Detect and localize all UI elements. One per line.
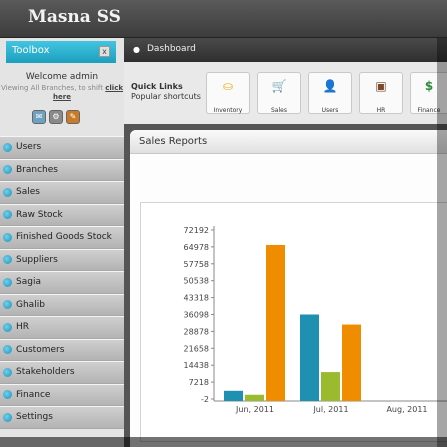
top-bar: Masna SS — [0, 0, 447, 38]
quick-links-title: Quick Links — [131, 82, 183, 91]
sidebar-item-customers[interactable]: Customers — [0, 338, 124, 361]
sidebar-item-sales[interactable]: Sales — [0, 181, 124, 204]
bullet-icon — [3, 322, 12, 332]
user-icon: 👤 — [322, 79, 338, 93]
bullet-icon — [3, 390, 12, 400]
sidebar-item-sagia[interactable]: Sagia — [0, 271, 124, 294]
tools-icon[interactable]: ✎ — [66, 110, 80, 124]
dashboard-icon: ● — [133, 45, 140, 54]
y-tick-label: 14438 — [184, 361, 209, 370]
bar — [321, 372, 340, 401]
sidebar-item-suppliers[interactable]: Suppliers — [0, 248, 124, 271]
welcome-subtext: Viewing All Branches, to shift click her… — [0, 84, 124, 101]
mail-icon[interactable]: ✉ — [32, 110, 46, 124]
bullet-icon — [3, 345, 12, 355]
bullet-icon — [3, 300, 12, 310]
settings-icon[interactable]: ⚙ — [49, 110, 63, 124]
toolbox-header: Toolbox x — [6, 41, 116, 63]
bullet-icon — [3, 367, 12, 377]
bar — [224, 390, 243, 401]
click-here-link[interactable]: click here — [53, 84, 124, 101]
bullet-icon — [3, 187, 12, 197]
quick-links-area: Quick Links Popular shortcuts ⛀ Inventor… — [124, 62, 447, 124]
sidebar-item-ghalib[interactable]: Ghalib — [0, 293, 124, 316]
quick-links-text: Quick Links Popular shortcuts — [131, 82, 201, 102]
y-tick-label: 57758 — [184, 260, 209, 269]
x-tick-label: Aug, 2011 — [386, 405, 427, 414]
quick-link-sales[interactable]: 🛒 Sales — [257, 72, 301, 114]
sidebar-item-hr[interactable]: HR — [0, 316, 124, 339]
bullet-icon — [3, 277, 12, 287]
sidebar-nav: Users Branches Sales Raw Stock Finished … — [0, 136, 124, 429]
y-tick-label: 36098 — [184, 311, 209, 320]
sidebar-item-branches[interactable]: Branches — [0, 158, 124, 181]
dashboard-link[interactable]: Dashboard — [147, 44, 196, 54]
y-tick-label: 64978 — [184, 243, 209, 252]
y-tick-label: 7218 — [189, 378, 209, 387]
sales-reports-panel: Sales Reports 72192 64978 57758 50538 43318 3… — [130, 130, 447, 447]
cart-icon: 🛒 — [271, 79, 287, 93]
bullet-icon — [3, 232, 12, 242]
chart-container: 72192 64978 57758 50538 43318 36098 28878 21658… — [140, 202, 447, 442]
bullet-icon — [3, 255, 12, 265]
y-tick-label: 43318 — [184, 294, 209, 303]
y-tick-label: 50538 — [184, 277, 209, 286]
overlay-shadow-right — [437, 38, 447, 447]
bar — [300, 314, 319, 401]
welcome-greeting: Welcome admin — [25, 72, 99, 82]
mini-icons: ✉ ⚙ ✎ — [32, 110, 80, 124]
app-title: Masna SS — [28, 7, 121, 27]
sidebar-item-users[interactable]: Users — [0, 136, 124, 159]
close-icon[interactable]: x — [99, 46, 110, 57]
y-tick-label: -2 — [201, 395, 209, 404]
toolbox-title: Toolbox — [12, 45, 50, 56]
sidebar-item-finished-goods-stock[interactable]: Finished Goods Stock — [0, 226, 124, 249]
sidebar-item-stakeholders[interactable]: Stakeholders — [0, 361, 124, 384]
quick-link-inventory[interactable]: ⛀ Inventory — [206, 72, 250, 114]
y-tick-label: 21658 — [184, 344, 209, 353]
overlay-shadow-bottom — [0, 437, 447, 447]
sidebar-item-raw-stock[interactable]: Raw Stock — [0, 203, 124, 226]
hr-icon: ▣ — [375, 79, 387, 93]
quick-link-users[interactable]: 👤 Users — [308, 72, 352, 114]
bullet-icon — [3, 142, 12, 152]
sidebar-item-finance[interactable]: Finance — [0, 383, 124, 406]
quick-link-hr[interactable]: ▣ HR — [359, 72, 403, 114]
sales-reports-title: Sales Reports — [130, 130, 447, 154]
x-tick-label: Jun, 2011 — [235, 405, 274, 414]
sidebar-item-settings[interactable]: Settings — [0, 406, 124, 429]
sidebar: Toolbox x Welcome admin Viewing All Bran… — [0, 38, 124, 447]
inventory-icon: ⛀ — [222, 79, 234, 93]
sales-reports-area: Sales Reports 72192 64978 57758 50538 43318 3… — [124, 124, 447, 447]
bullet-icon — [3, 210, 12, 220]
bar — [342, 324, 361, 401]
quick-link-finance[interactable]: $ Finance — [410, 72, 447, 114]
dashboard-bar: ● Dashboard — [124, 38, 447, 62]
sales-chart: 72192 64978 57758 50538 43318 36098 28878 21658… — [184, 226, 447, 414]
bullet-icon — [3, 165, 12, 175]
welcome-box: Welcome admin Viewing All Branches, to s… — [0, 72, 124, 102]
y-tick-label: 72192 — [184, 226, 209, 235]
bar — [266, 244, 285, 401]
dollar-icon: $ — [424, 79, 434, 93]
x-tick-label: Jul, 2011 — [312, 405, 348, 414]
quick-links-subtitle: Popular shortcuts — [131, 92, 201, 101]
bar — [245, 394, 264, 401]
bullet-icon — [3, 412, 12, 422]
y-tick-label: 28878 — [184, 327, 209, 336]
